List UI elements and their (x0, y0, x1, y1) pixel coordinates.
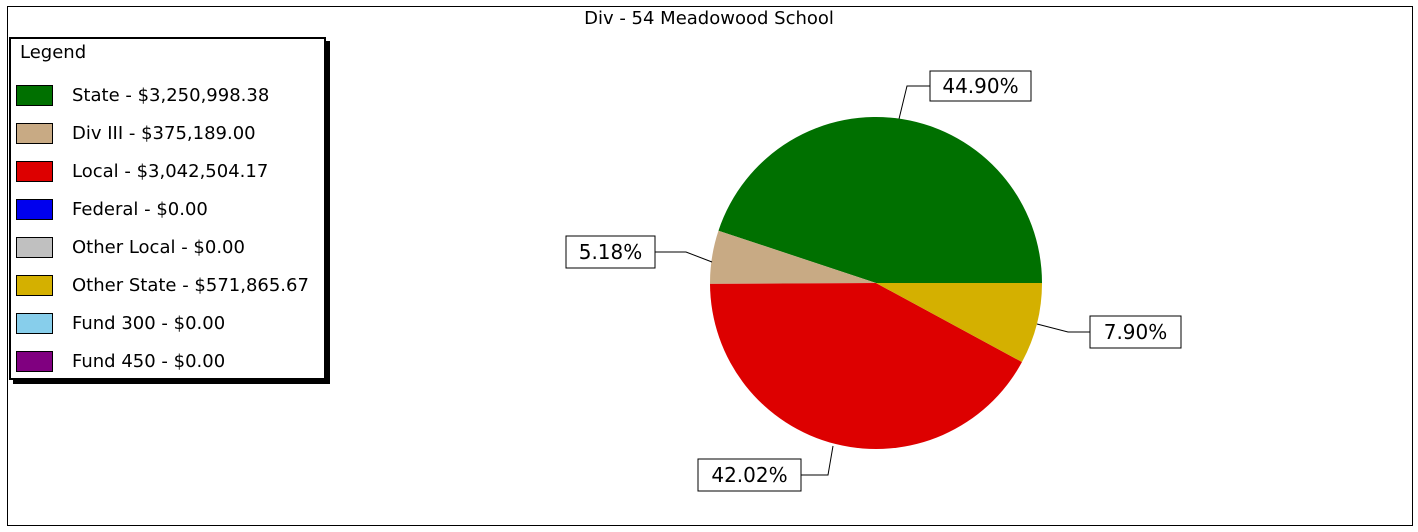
legend-swatch (16, 275, 53, 296)
data-label-box (929, 70, 1032, 102)
data-label: 42.02% (711, 463, 787, 487)
legend-label: Federal - $0.00 (72, 199, 208, 220)
legend-label: State - $3,250,998.38 (72, 85, 270, 106)
legend-label: Other State - $571,865.67 (72, 275, 309, 296)
pie-slice-div-iii (709, 230, 876, 284)
legend-swatch (16, 199, 53, 220)
legend-item: Other Local - $0.00 (16, 236, 321, 262)
leader-line (655, 251, 713, 263)
legend-swatch (16, 85, 53, 106)
legend-swatch (16, 237, 53, 258)
pie-slice-other-state (876, 283, 1042, 363)
legend-item: State - $3,250,998.38 (16, 84, 321, 110)
data-label: 5.18% (579, 240, 643, 264)
leader-line (801, 445, 834, 476)
legend-title: Legend (20, 42, 87, 63)
legend-label: Other Local - $0.00 (72, 237, 245, 258)
legend-label: Div III - $375,189.00 (72, 123, 256, 144)
data-label-box (565, 235, 656, 269)
chart-title: Div - 54 Meadowood School (584, 8, 834, 29)
legend-label: Local - $3,042,504.17 (72, 161, 269, 182)
leader-line (1036, 323, 1090, 333)
legend-label: Fund 300 - $0.00 (72, 313, 226, 334)
legend: Legend State - $3,250,998.38 Div III - $3… (9, 37, 326, 380)
data-label: 7.90% (1104, 320, 1168, 344)
pie-slice-state (718, 116, 1042, 283)
legend-item: Div III - $375,189.00 (16, 122, 321, 148)
leader-line (898, 85, 930, 120)
legend-item: Local - $3,042,504.17 (16, 160, 321, 186)
pie-slice-local (710, 283, 1022, 450)
legend-swatch (16, 351, 53, 372)
legend-swatch (16, 313, 53, 334)
data-label: 44.90% (942, 74, 1018, 98)
legend-item: Fund 450 - $0.00 (16, 350, 321, 376)
data-label-box (697, 458, 802, 492)
legend-swatch (16, 161, 53, 182)
legend-item: Fund 300 - $0.00 (16, 312, 321, 338)
data-label-box (1089, 315, 1182, 349)
legend-swatch (16, 123, 53, 144)
legend-item: Other State - $571,865.67 (16, 274, 321, 300)
legend-item: Federal - $0.00 (16, 198, 321, 224)
legend-label: Fund 450 - $0.00 (72, 351, 226, 372)
